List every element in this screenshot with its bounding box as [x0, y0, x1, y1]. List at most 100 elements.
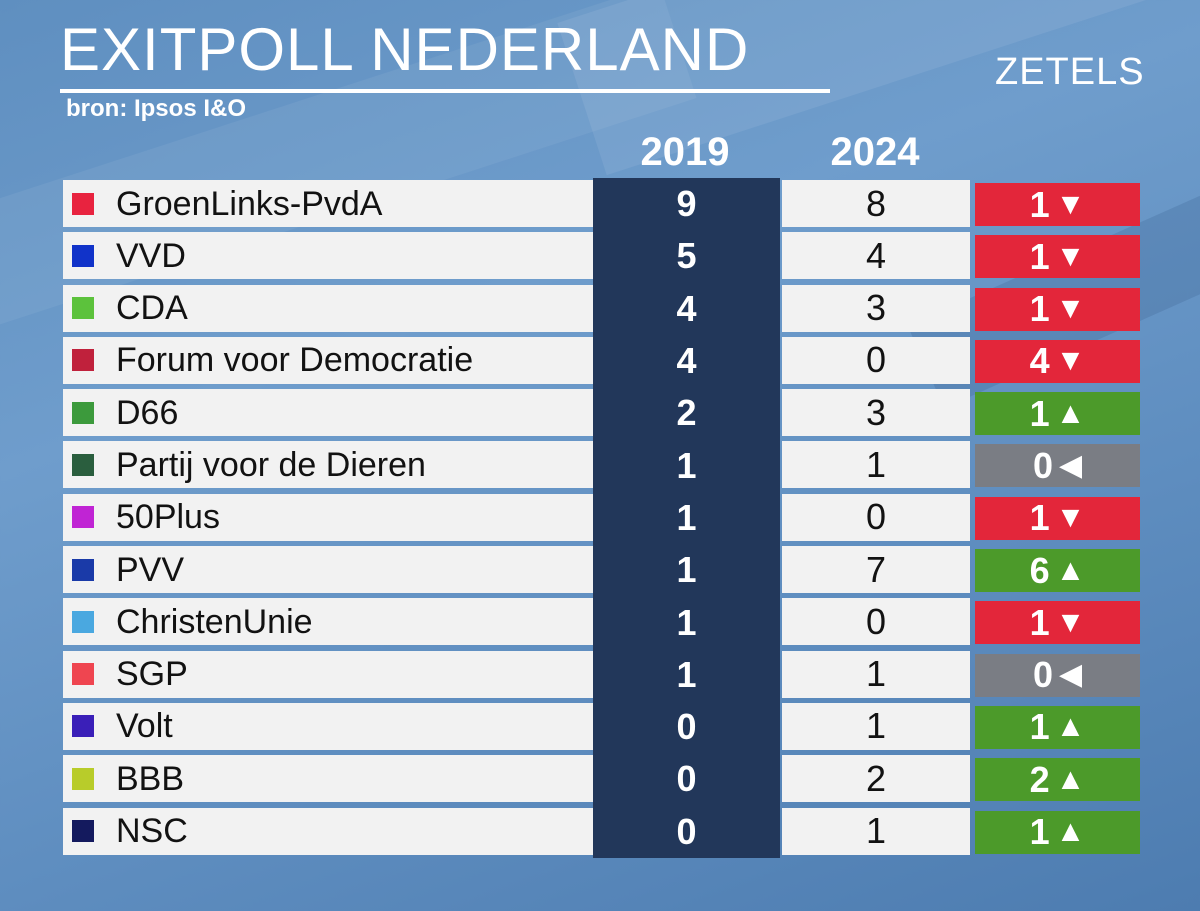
party-color-swatch	[72, 297, 94, 320]
seats-2019: 4	[593, 334, 780, 388]
party-name: ChristenUnie	[116, 602, 313, 641]
seats-label: ZETELS	[995, 51, 1145, 93]
column-header-2019: 2019	[640, 130, 730, 174]
seats-2019: 1	[593, 491, 780, 545]
party-color-swatch	[72, 558, 94, 581]
seats-2019: 9	[593, 178, 780, 231]
trend-down-icon: ▼	[1055, 605, 1086, 639]
seats-2019: 1	[593, 439, 780, 492]
table-row: Forum voor Democratie 4 0 4 ▼	[0, 334, 1200, 388]
seat-change: 2 ▲	[975, 758, 1140, 802]
party-cell: CDA	[63, 284, 593, 332]
party-color-swatch	[72, 506, 94, 529]
seat-change-value: 1	[1029, 183, 1050, 225]
table-row: 50Plus 1 0 1 ▼	[0, 491, 1200, 545]
seats-2024: 1	[782, 807, 970, 855]
seats-2019: 0	[593, 805, 780, 858]
seat-change: 1 ▼	[975, 287, 1140, 331]
trend-down-icon: ▼	[1055, 501, 1086, 535]
table-row: D66 2 3 1 ▲	[0, 387, 1200, 440]
party-name: Volt	[116, 707, 173, 746]
trend-up-icon: ▲	[1055, 710, 1086, 744]
seats-2019: 4	[593, 282, 780, 335]
table-row: ChristenUnie 1 0 1 ▼	[0, 596, 1200, 649]
trend-up-icon: ▲	[1055, 762, 1086, 796]
party-name: Partij voor de Dieren	[116, 445, 426, 484]
table-row: PVV 1 7 6 ▲	[0, 544, 1200, 597]
table-row: BBB 0 2 2 ▲	[0, 753, 1200, 806]
party-name: BBB	[116, 759, 185, 798]
source-label: bron: Ipsos I&O	[66, 95, 246, 122]
table-row: CDA 4 3 1 ▼	[0, 282, 1200, 335]
party-cell: Partij voor de Dieren	[63, 441, 593, 489]
party-cell: 50Plus	[63, 493, 593, 541]
party-color-swatch	[72, 453, 94, 476]
seats-2024: 7	[782, 546, 970, 594]
table-row: Partij voor de Dieren 1 1 0 ◀	[0, 439, 1200, 492]
party-color-swatch	[72, 244, 94, 267]
party-color-swatch	[72, 349, 94, 372]
seats-2019: 0	[593, 700, 780, 754]
party-color-swatch	[72, 192, 94, 215]
seat-change: 0 ◀	[975, 444, 1140, 488]
title-underline	[60, 89, 830, 93]
seats-2024: 2	[782, 755, 970, 803]
party-color-swatch	[72, 820, 94, 843]
seat-change: 1 ▼	[975, 183, 1140, 226]
party-cell: PVV	[63, 546, 593, 594]
party-name: 50Plus	[116, 498, 220, 537]
trend-down-icon: ▼	[1055, 292, 1086, 326]
seat-change-value: 6	[1029, 549, 1050, 591]
trend-down-icon: ▼	[1055, 239, 1086, 273]
seats-2019: 5	[593, 230, 780, 283]
party-cell: SGP	[63, 650, 593, 698]
trend-same-icon: ◀	[1058, 658, 1083, 692]
trend-down-icon: ▼	[1055, 344, 1086, 378]
party-cell: D66	[63, 389, 593, 437]
party-name: D66	[116, 393, 179, 432]
trend-up-icon: ▲	[1055, 815, 1086, 849]
seat-change: 0 ◀	[975, 653, 1140, 697]
seats-2024: 1	[782, 650, 970, 698]
seats-2024: 8	[782, 180, 970, 227]
seat-change: 4 ▼	[975, 339, 1140, 383]
seats-2019: 1	[593, 596, 780, 649]
party-name: CDA	[116, 289, 188, 328]
party-name: PVV	[116, 550, 185, 589]
trend-same-icon: ◀	[1058, 448, 1083, 482]
seat-change-value: 0	[1032, 444, 1053, 486]
seat-change: 1 ▼	[975, 496, 1140, 540]
party-name: Forum voor Democratie	[116, 341, 474, 380]
column-header-2024: 2024	[830, 130, 920, 174]
seats-2019: 1	[593, 544, 780, 597]
seat-change-value: 1	[1029, 706, 1050, 748]
seats-2019: 1	[593, 648, 780, 701]
table-row: GroenLinks-PvdA 9 8 1 ▼	[0, 178, 1200, 231]
party-cell: Volt	[63, 702, 593, 750]
table-row: Volt 0 1 1 ▲	[0, 700, 1200, 754]
seats-2024: 1	[782, 441, 970, 489]
party-name: NSC	[116, 812, 188, 851]
seat-change: 1 ▲	[975, 392, 1140, 436]
party-cell: BBB	[63, 755, 593, 803]
seat-change: 1 ▼	[975, 601, 1140, 645]
seats-2024: 3	[782, 284, 970, 332]
party-color-swatch	[72, 663, 94, 686]
seat-change-value: 1	[1029, 392, 1050, 434]
party-cell: NSC	[63, 807, 593, 855]
party-cell: Forum voor Democratie	[63, 336, 593, 384]
party-cell: ChristenUnie	[63, 598, 593, 646]
seats-2024: 0	[782, 336, 970, 384]
seat-change-value: 0	[1032, 654, 1053, 696]
party-name: VVD	[116, 236, 186, 275]
results-table: GroenLinks-PvdA 9 8 1 ▼ VVD 5 4 1 ▼ CDA 4 3 1 ▼ Forum v…	[0, 178, 1200, 858]
table-row: SGP 1 1 0 ◀	[0, 648, 1200, 701]
seats-2024: 0	[782, 598, 970, 646]
seat-change: 6 ▲	[975, 549, 1140, 593]
party-color-swatch	[72, 610, 94, 633]
seat-change: 1 ▲	[975, 810, 1140, 854]
party-name: SGP	[116, 655, 188, 694]
page-title: EXITPOLL NEDERLAND	[60, 16, 750, 83]
seats-2024: 0	[782, 493, 970, 541]
seat-change-value: 1	[1029, 497, 1050, 539]
